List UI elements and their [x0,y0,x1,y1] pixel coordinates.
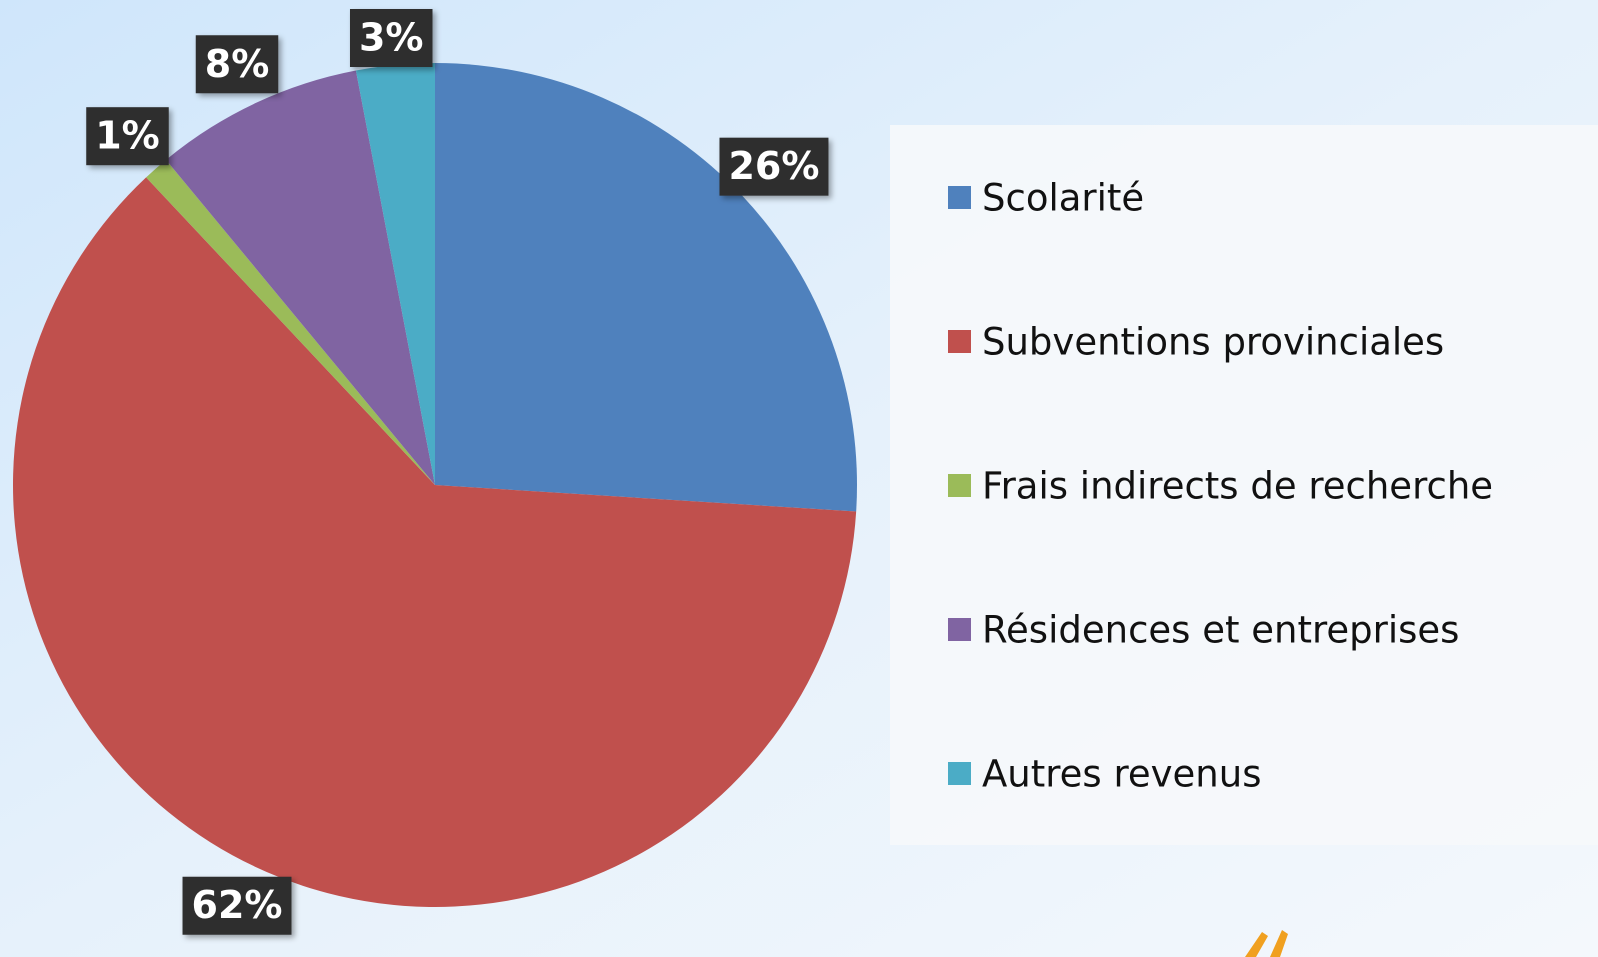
legend-label: Scolarité [982,177,1144,220]
pie-slice [12,177,857,908]
data-label-box [182,876,292,935]
data-label: 62% [182,876,292,935]
legend-label: Autres revenus [982,753,1261,796]
data-label: 1% [86,107,169,166]
data-label-text: 1% [95,114,160,158]
legend-swatch [948,474,971,497]
pie-slice [435,63,858,512]
data-label-text: 3% [359,16,424,60]
legend-label: Frais indirects de recherche [982,465,1493,508]
legend-swatch [948,762,971,785]
data-label-box [349,9,433,67]
data-label: 26% [719,137,829,196]
data-label-box [719,137,829,196]
data-label: 3% [349,9,433,67]
pie-slice [166,70,435,485]
pie-slice [355,63,435,485]
legend-swatch [948,618,971,641]
legend-label: Résidences et entreprises [982,609,1459,652]
pie-slice [146,159,435,485]
data-label-box [195,35,279,94]
data-labels: 26% 62% 1% 8% 3% [86,9,829,935]
legend-label: Subventions provinciales [982,321,1444,364]
legend-swatch [948,330,971,353]
data-label-text: 26% [728,144,819,188]
pie [12,63,858,908]
data-label-box [86,107,169,166]
data-label: 8% [195,35,279,94]
legend-swatch [948,186,971,209]
legend: Scolarité Subventions provinciales Frais i… [948,177,1493,796]
legend-panel [890,125,1598,845]
decoration [1245,930,1288,957]
data-label-text: 8% [205,42,270,86]
data-label-text: 62% [192,883,283,927]
